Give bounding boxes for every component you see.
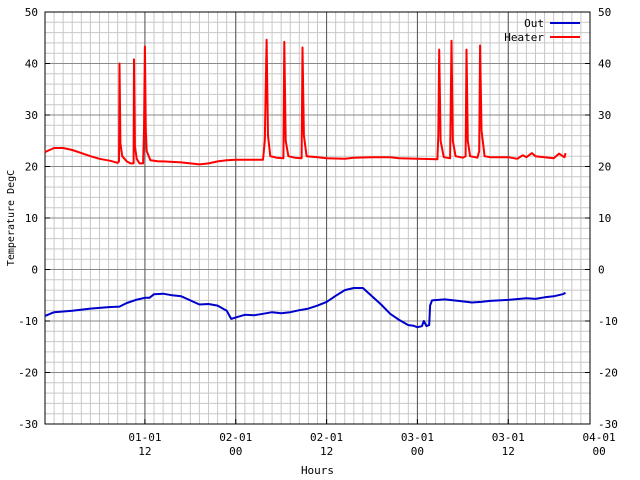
x-tick-label-hour: 00: [229, 445, 242, 458]
legend-label-heater: Heater: [504, 31, 544, 44]
x-tick-label-hour: 12: [320, 445, 333, 458]
y-tick-label-left: 30: [25, 109, 38, 122]
x-axis-title: Hours: [301, 464, 334, 477]
y-tick-label-right: 0: [598, 264, 605, 277]
y-tick-label-left: -20: [18, 367, 38, 380]
x-tick-label-hour: 00: [592, 445, 605, 458]
x-tick-label-date: 03-01: [401, 431, 434, 444]
x-tick-label-date: 01-01: [128, 431, 161, 444]
y-tick-label-left: 10: [25, 212, 38, 225]
y-axis-title: Temperature DegC: [6, 170, 17, 266]
y-tick-label-right: 40: [598, 58, 611, 71]
y-tick-label-left: 20: [25, 161, 38, 174]
series-layer: [44, 38, 567, 329]
x-axis-labels: 01-011202-010002-011203-010003-011204-01…: [128, 431, 615, 458]
y-tick-label-right: 20: [598, 161, 611, 174]
y-tick-label-left: 50: [25, 6, 38, 19]
x-tick-label-hour: 12: [502, 445, 515, 458]
y-tick-label-left: -10: [18, 315, 38, 328]
x-tick-label-hour: 12: [138, 445, 151, 458]
y-tick-label-right: -20: [598, 367, 618, 380]
legend-label-out: Out: [524, 17, 544, 30]
y-tick-label-left: 40: [25, 58, 38, 71]
y-tick-label-right: -10: [598, 315, 618, 328]
x-tick-label-date: 03-01: [492, 431, 525, 444]
x-tick-label-hour: 00: [411, 445, 424, 458]
y-tick-label-right: -30: [598, 418, 618, 431]
y-axis-right-labels: -30 -20 -10 0 10 20 30 40 50: [598, 6, 618, 431]
series-line-heater: [44, 38, 567, 166]
y-tick-label-right: 50: [598, 6, 611, 19]
x-tick-label-date: 02-01: [219, 431, 252, 444]
axis-ticks: [45, 11, 590, 425]
y-axis-left-labels: -30 -20 -10 0 10 20 30 40 50: [18, 6, 38, 431]
y-tick-label-left: 0: [31, 264, 38, 277]
series-line-out: [44, 287, 566, 329]
x-tick-label-date: 02-01: [310, 431, 343, 444]
y-tick-label-right: 10: [598, 212, 611, 225]
y-tick-label-right: 30: [598, 109, 611, 122]
y-tick-label-left: -30: [18, 418, 38, 431]
x-tick-label-date: 04-01: [583, 431, 616, 444]
